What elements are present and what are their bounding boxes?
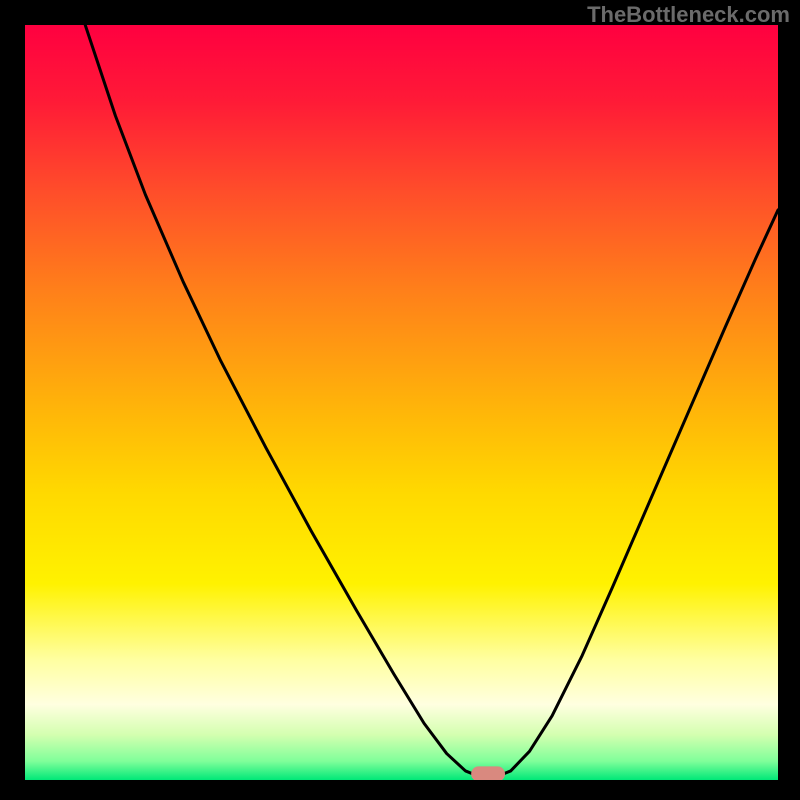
plot-area (25, 25, 778, 780)
watermark-text: TheBottleneck.com (587, 2, 790, 28)
gradient-background (25, 25, 778, 780)
optimal-marker (471, 766, 505, 780)
chart-svg (25, 25, 778, 780)
chart-container: TheBottleneck.com (0, 0, 800, 800)
